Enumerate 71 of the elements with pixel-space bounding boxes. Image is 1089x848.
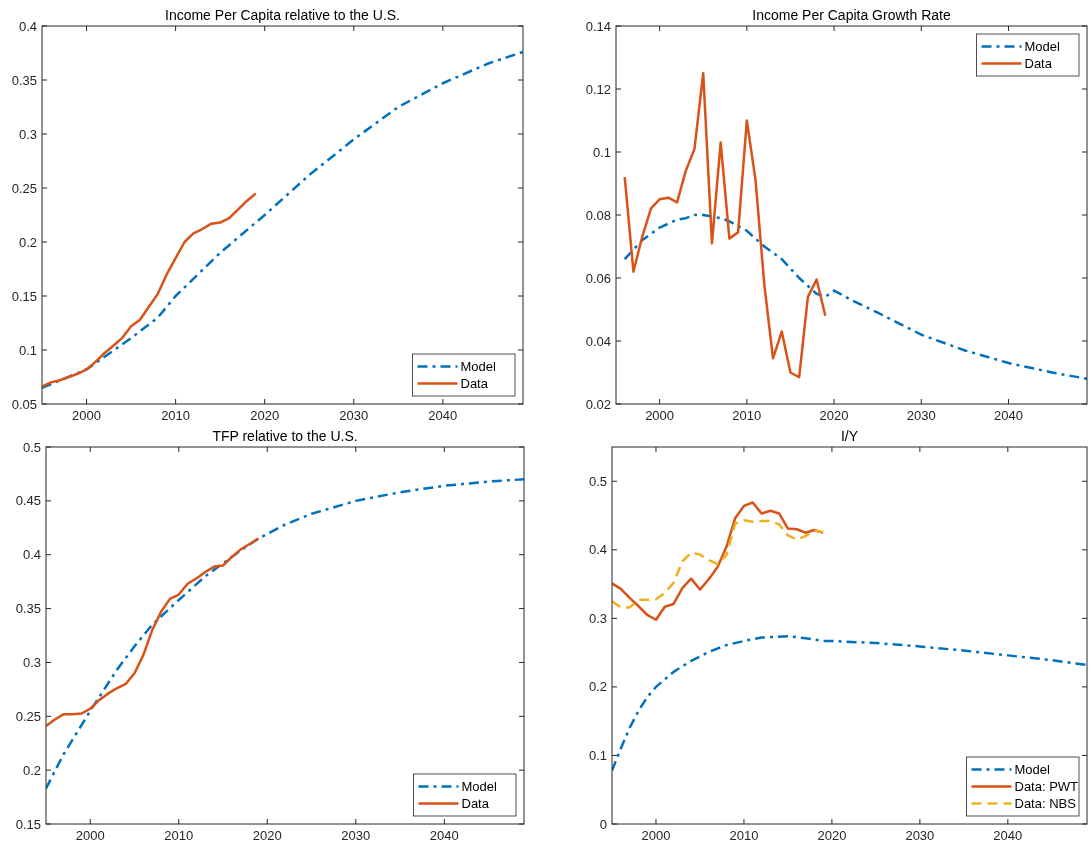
x-tick-label: 2010	[729, 828, 759, 843]
x-tick-label: 2040	[428, 408, 458, 423]
y-tick-label: 0.5	[22, 439, 41, 455]
line-series	[623, 72, 827, 379]
x-tick-label: 2000	[645, 408, 675, 423]
y-tick-label: 0.3	[22, 654, 41, 670]
y-tick-label: 0.15	[15, 816, 41, 832]
line-series	[612, 501, 825, 621]
y-tick-label: 0.15	[11, 288, 37, 304]
legend-label: Model	[461, 779, 498, 795]
x-tick-label: 2040	[994, 408, 1023, 423]
x-tick-label: 2010	[161, 408, 191, 423]
x-tick-label: 2000	[75, 828, 105, 843]
y-tick-label: 0.3	[18, 126, 37, 142]
line-series	[612, 634, 1087, 772]
y-tick-label: 0.5	[588, 473, 607, 489]
legend-label: Data: PWT	[1014, 779, 1079, 795]
line-series	[46, 478, 524, 790]
y-tick-label: 0.08	[585, 207, 611, 223]
line-series	[46, 537, 260, 728]
y-tick-label: 0.4	[588, 542, 607, 558]
y-tick-label: 0.1	[18, 342, 37, 358]
y-tick-label: 0.14	[585, 18, 611, 34]
x-tick-label: 2040	[429, 828, 459, 843]
y-tick-label: 0.3	[588, 610, 607, 626]
x-tick-label: 2030	[906, 408, 936, 423]
legend-label: Data: NBS	[1014, 796, 1077, 812]
y-tick-label: 0.2	[22, 762, 41, 778]
y-tick-label: 0.12	[585, 81, 611, 97]
x-tick-label: 2000	[641, 828, 671, 843]
legend-label: Data	[461, 796, 490, 812]
y-tick-label: 0.25	[11, 180, 37, 196]
line-series	[42, 192, 258, 388]
y-tick-label: 0.02	[585, 396, 611, 412]
y-tick-label: 0.35	[11, 72, 37, 88]
chart-title: TFP relative to the U.S.	[212, 428, 358, 444]
y-tick-label: 0.4	[18, 18, 37, 34]
legend-label: Data	[1024, 56, 1053, 72]
y-tick-label: 0.1	[592, 144, 611, 160]
x-tick-label: 2000	[72, 408, 101, 423]
x-tick-label: 2030	[339, 408, 369, 423]
y-tick-label: 0.35	[15, 601, 41, 617]
y-tick-label: 0.2	[18, 234, 37, 250]
y-tick-label: 0.1	[588, 748, 607, 763]
y-tick-label: 0	[599, 816, 607, 832]
line-series	[42, 50, 523, 390]
legend-label: Model	[460, 359, 497, 375]
chart-title: Income Per Capita relative to the U.S.	[165, 7, 400, 23]
x-tick-label: 2020	[817, 828, 847, 843]
x-tick-label: 2020	[252, 828, 282, 843]
chart-title: Income Per Capita Growth Rate	[752, 7, 951, 23]
y-tick-label: 0.45	[15, 493, 41, 509]
x-tick-label: 2010	[164, 828, 194, 843]
x-tick-label: 2040	[993, 828, 1023, 843]
y-tick-label: 0.04	[585, 333, 611, 349]
line-series	[612, 519, 825, 609]
x-tick-label: 2010	[732, 408, 762, 423]
legend-label: Model	[1014, 762, 1051, 778]
y-tick-label: 0.06	[585, 270, 611, 286]
y-tick-label: 0.05	[11, 396, 37, 412]
chart-title: I/Y	[840, 428, 859, 444]
y-tick-label: 0.2	[588, 679, 607, 695]
x-tick-label: 2020	[250, 408, 280, 423]
x-tick-label: 2030	[905, 828, 935, 843]
y-tick-label: 0.25	[15, 708, 41, 724]
x-tick-label: 2020	[819, 408, 849, 423]
legend-label: Data	[460, 376, 489, 392]
line-series	[623, 213, 1087, 381]
y-tick-label: 0.4	[22, 547, 41, 563]
x-tick-label: 2030	[341, 828, 371, 843]
legend-label: Model	[1024, 39, 1061, 55]
